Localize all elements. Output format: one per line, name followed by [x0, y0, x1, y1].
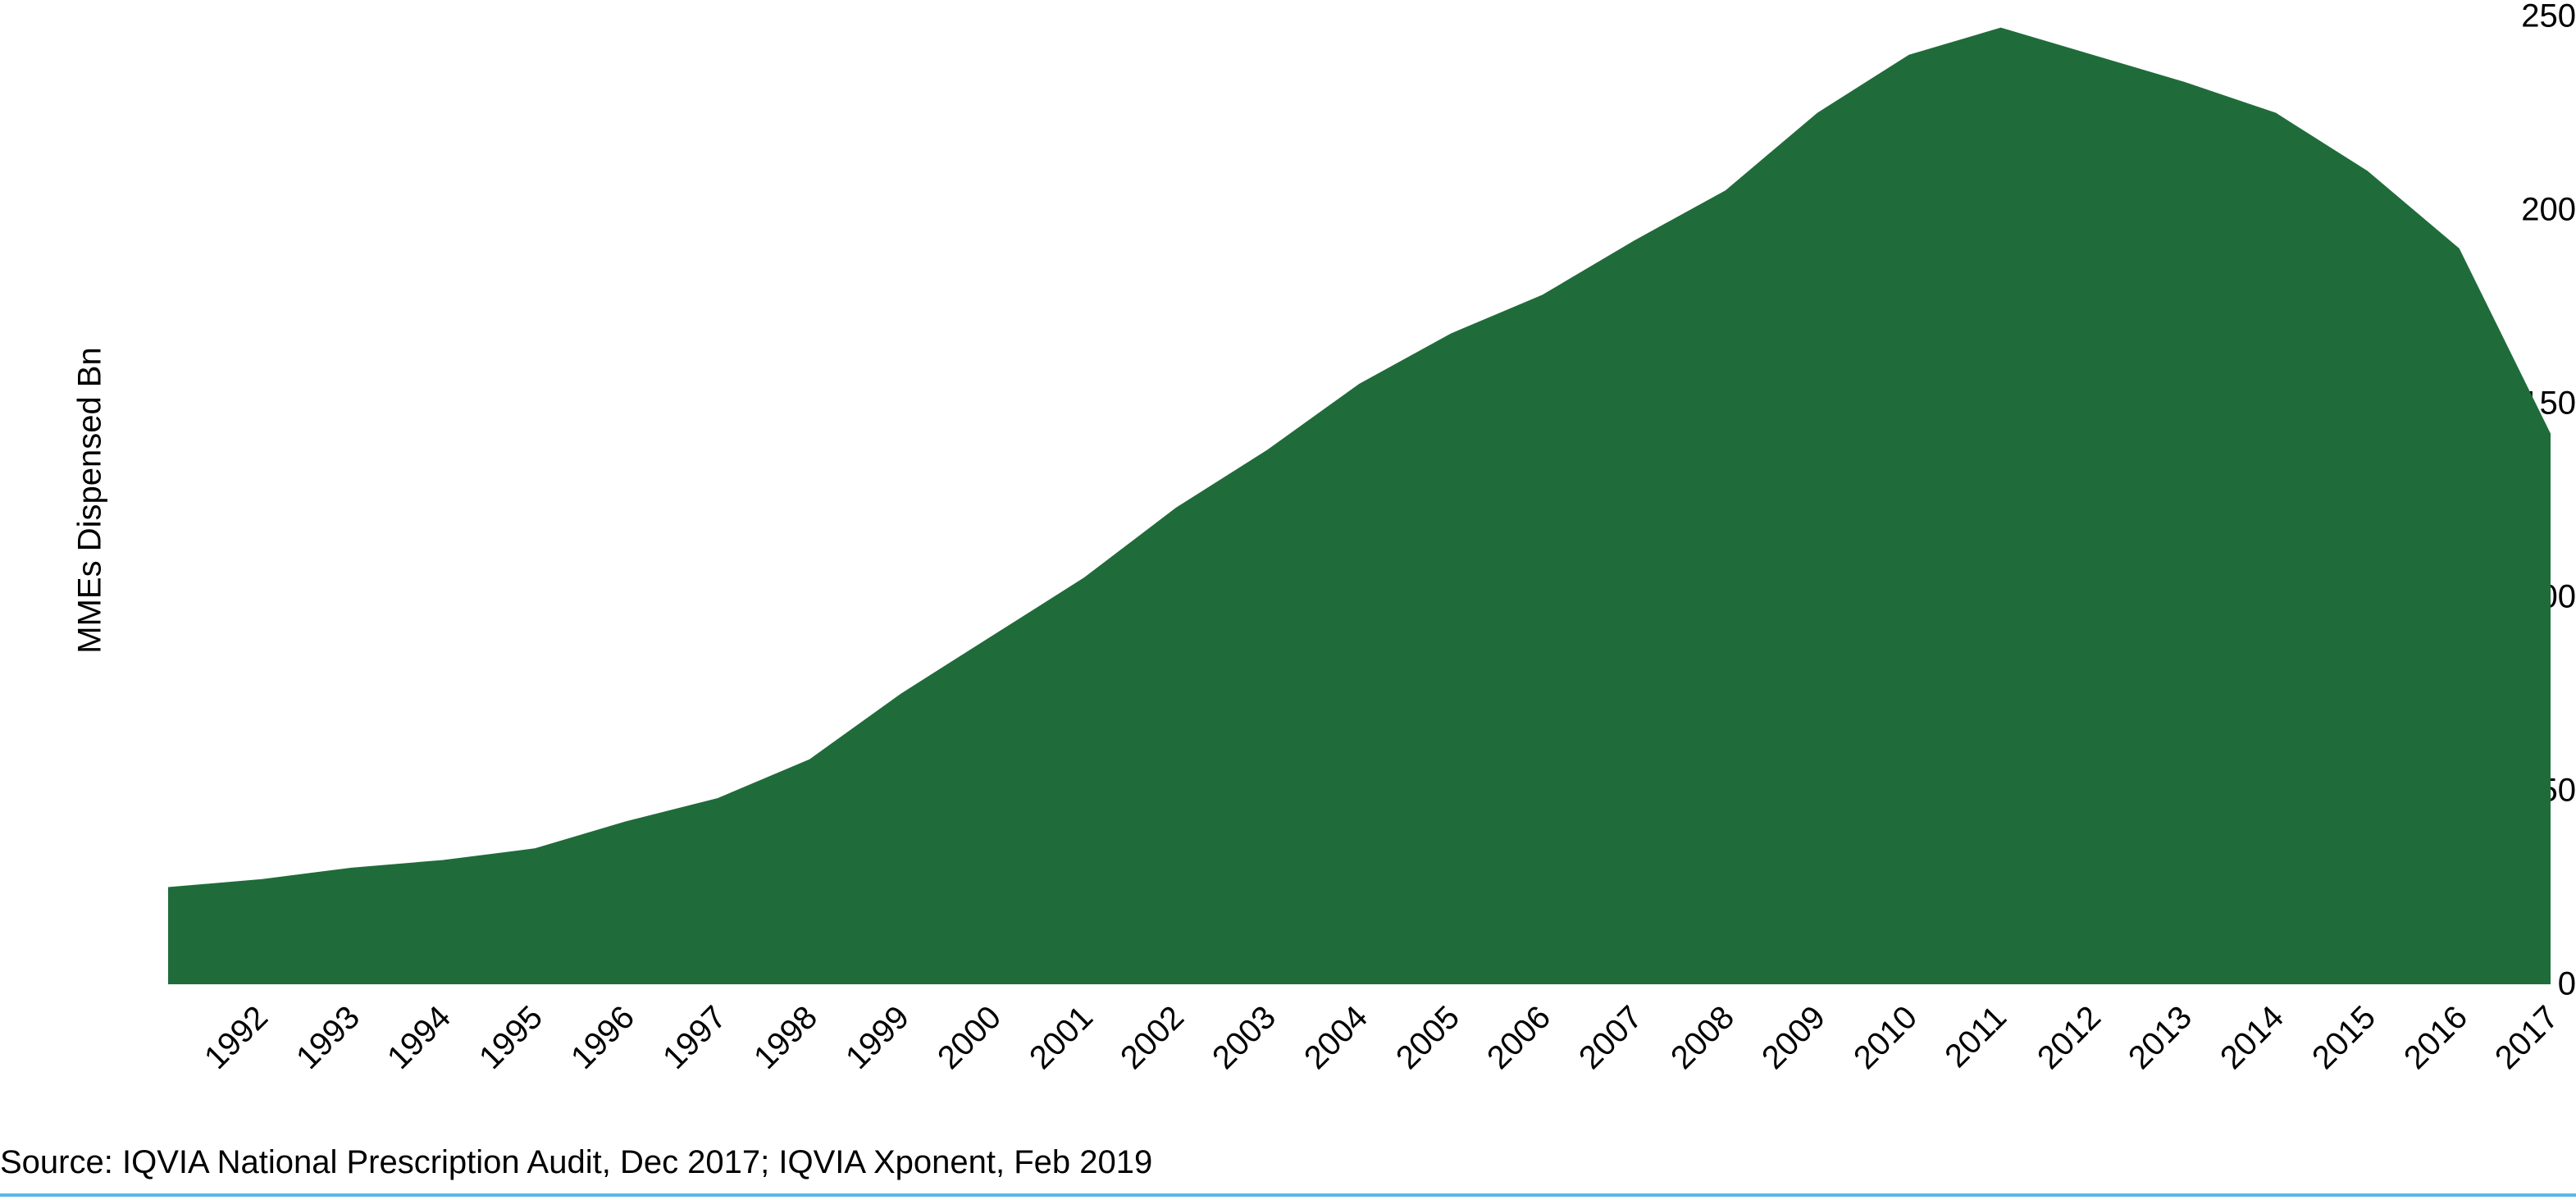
x-tick-label: 1993	[290, 999, 367, 1077]
x-tick-label: 2001	[1023, 999, 1101, 1077]
x-tick-label: 2004	[1297, 999, 1375, 1077]
x-tick-label: 2011	[1938, 999, 2014, 1075]
x-tick-label: 2012	[2031, 999, 2109, 1077]
plot-area	[168, 16, 2551, 984]
x-tick-label: 2016	[2397, 999, 2475, 1077]
x-tick-label: 2000	[931, 999, 1009, 1077]
x-tick-label: 2013	[2122, 999, 2200, 1077]
source-caption: Source: IQVIA National Prescription Audi…	[0, 1144, 1152, 1181]
x-tick-label: 1996	[564, 999, 642, 1077]
x-tick-label: 2007	[1572, 999, 1650, 1077]
x-tick-label: 2005	[1389, 999, 1467, 1077]
x-tick-label: 2015	[2305, 999, 2383, 1077]
x-tick-label: 2010	[1847, 999, 1925, 1077]
x-tick-label: 1999	[839, 999, 917, 1077]
area-chart: MMEs Dispensed Bn 050100150200250 199219…	[0, 0, 2576, 1200]
area-series	[168, 28, 2551, 984]
x-tick-label: 2009	[1755, 999, 1833, 1077]
x-tick-label: 2002	[1114, 999, 1192, 1077]
x-tick-label: 1995	[472, 999, 550, 1077]
x-tick-label: 1992	[198, 999, 276, 1077]
footer-rule	[0, 1193, 2576, 1197]
x-tick-label: 2008	[1664, 999, 1742, 1077]
x-tick-label: 2006	[1480, 999, 1558, 1077]
x-tick-label: 1997	[656, 999, 734, 1077]
x-tick-label: 1994	[381, 999, 459, 1077]
x-tick-label: 2017	[2488, 999, 2566, 1077]
y-axis-title: MMEs Dispensed Bn	[72, 347, 109, 653]
x-tick-label: 2014	[2214, 999, 2291, 1077]
x-tick-label: 1998	[747, 999, 825, 1077]
x-tick-label: 2003	[1206, 999, 1283, 1077]
